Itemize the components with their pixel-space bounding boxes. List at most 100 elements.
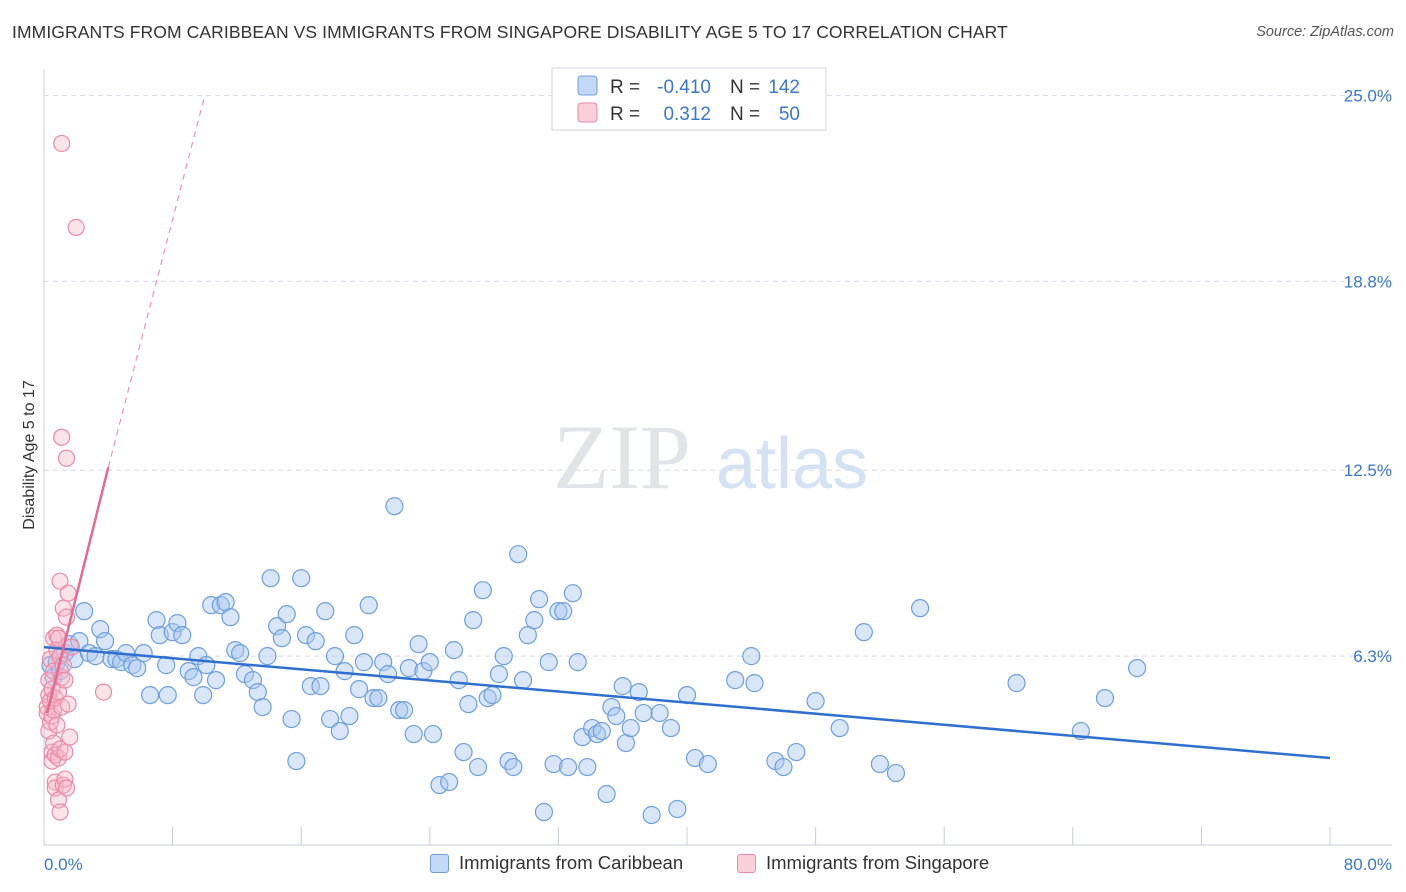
caribbean-point (774, 757, 793, 777)
caribbean-point (1127, 659, 1147, 678)
legend-item-singapore: Immigrants from Singapore (737, 852, 989, 874)
caribbean-point (607, 706, 626, 726)
caribbean-point (698, 754, 717, 774)
caribbean-point (742, 647, 761, 666)
caribbean-point (886, 763, 906, 783)
caribbean-point (128, 659, 147, 678)
caribbean-point (910, 599, 930, 618)
singapore-point (53, 428, 71, 446)
caribbean-point (206, 671, 226, 690)
singapore-point (61, 728, 79, 746)
caribbean-point (91, 620, 110, 639)
caribbean-point (390, 700, 409, 720)
caribbean-point (335, 662, 354, 681)
legend-swatch-singapore-bottom (737, 853, 756, 873)
caribbean-point (306, 632, 325, 651)
caribbean-point (745, 674, 764, 693)
caribbean-point (602, 697, 621, 717)
legend-swatch-singapore (577, 102, 598, 123)
caribbean-point (534, 802, 554, 822)
caribbean-point (321, 709, 340, 729)
caribbean-point (454, 742, 473, 762)
legend-r-label-caribbean: R = (610, 77, 640, 98)
caribbean-point (272, 629, 292, 648)
caribbean-point (197, 656, 216, 675)
x-tick-label-max: 80.0% (1344, 855, 1392, 874)
legend-r-value-caribbean: -0.410 (657, 77, 711, 98)
watermark-zip: ZIP (553, 406, 691, 508)
caribbean-point (340, 706, 359, 726)
caribbean-point (261, 569, 280, 588)
x-ticks (43, 827, 1331, 845)
caribbean-point (613, 677, 632, 696)
caribbean-point (870, 754, 890, 774)
y-tick-label: 12.5% (1344, 461, 1392, 480)
caribbean-point (216, 593, 235, 612)
legend-box (551, 67, 827, 131)
caribbean-point (539, 653, 558, 672)
singapore-trend-extrapolation (107, 95, 206, 468)
caribbean-point (544, 754, 563, 774)
caribbean-point (494, 647, 513, 666)
caribbean-point (499, 751, 518, 771)
singapore-point (57, 779, 76, 797)
legend-n-label-caribbean: N = (730, 77, 760, 98)
caribbean-point (1095, 688, 1115, 708)
singapore-point (59, 695, 77, 713)
legend-r-value-singapore: 0.312 (663, 104, 711, 125)
caribbean-point (518, 626, 537, 645)
y-tick-label: 18.8% (1344, 272, 1392, 291)
caribbean-point (287, 751, 306, 771)
caribbean-point (123, 656, 142, 675)
caribbean-point (449, 671, 468, 690)
caribbean-point (621, 718, 640, 738)
caribbean-point (385, 497, 404, 516)
caribbean-point (374, 653, 393, 672)
singapore-point (54, 776, 72, 794)
y-axis-title: Disability Age 5 to 17 (21, 380, 38, 530)
legend-n-value-caribbean: 142 (768, 77, 800, 98)
caribbean-point (221, 608, 240, 627)
caribbean-point (513, 671, 533, 690)
caribbean-point (378, 665, 398, 684)
caribbean-point (316, 602, 335, 621)
caribbean-point (404, 724, 423, 744)
singapore-point (56, 671, 74, 689)
caribbean-point (489, 665, 509, 684)
y-tick-labels: 6.3% 12.5% 18.8% 25.0% (1344, 86, 1392, 666)
caribbean-point (311, 677, 330, 696)
caribbean-point (134, 644, 153, 663)
caribbean-point (248, 682, 267, 702)
caribbean-point (409, 635, 428, 654)
chart-title: IMMIGRANTS FROM CARIBBEAN VS IMMIGRANTS … (12, 22, 1008, 42)
caribbean-point (194, 685, 213, 705)
legend-label-singapore: Immigrants from Singapore (766, 852, 990, 873)
singapore-point (67, 218, 85, 237)
caribbean-point (558, 757, 578, 777)
watermark: ZIP atlas (553, 406, 868, 508)
caribbean-point (282, 709, 301, 729)
caribbean-point (668, 799, 687, 819)
caribbean-point (854, 623, 873, 642)
caribbean-point (592, 721, 611, 741)
caribbean-point (830, 718, 849, 738)
caribbean-point (554, 602, 573, 621)
caribbean-point (226, 641, 245, 660)
y-tick-label: 25.0% (1344, 86, 1392, 105)
singapore-point (57, 449, 76, 467)
source-label: Source: ZipAtlas.com (1256, 24, 1394, 40)
legend-swatch-caribbean (577, 75, 598, 96)
caribbean-point (399, 659, 419, 678)
caribbean-point (202, 596, 221, 615)
caribbean-point (258, 647, 277, 666)
caribbean-point (464, 611, 483, 630)
caribbean-point (394, 700, 414, 720)
caribbean-point (634, 703, 653, 723)
caribbean-point (661, 718, 681, 738)
caribbean-point (530, 590, 549, 609)
caribbean-point (369, 688, 388, 708)
legend-r-label-singapore: R = (610, 104, 640, 125)
legend-n-label-singapore: N = (730, 104, 760, 125)
caribbean-point (231, 644, 250, 663)
caribbean-point (726, 671, 745, 690)
